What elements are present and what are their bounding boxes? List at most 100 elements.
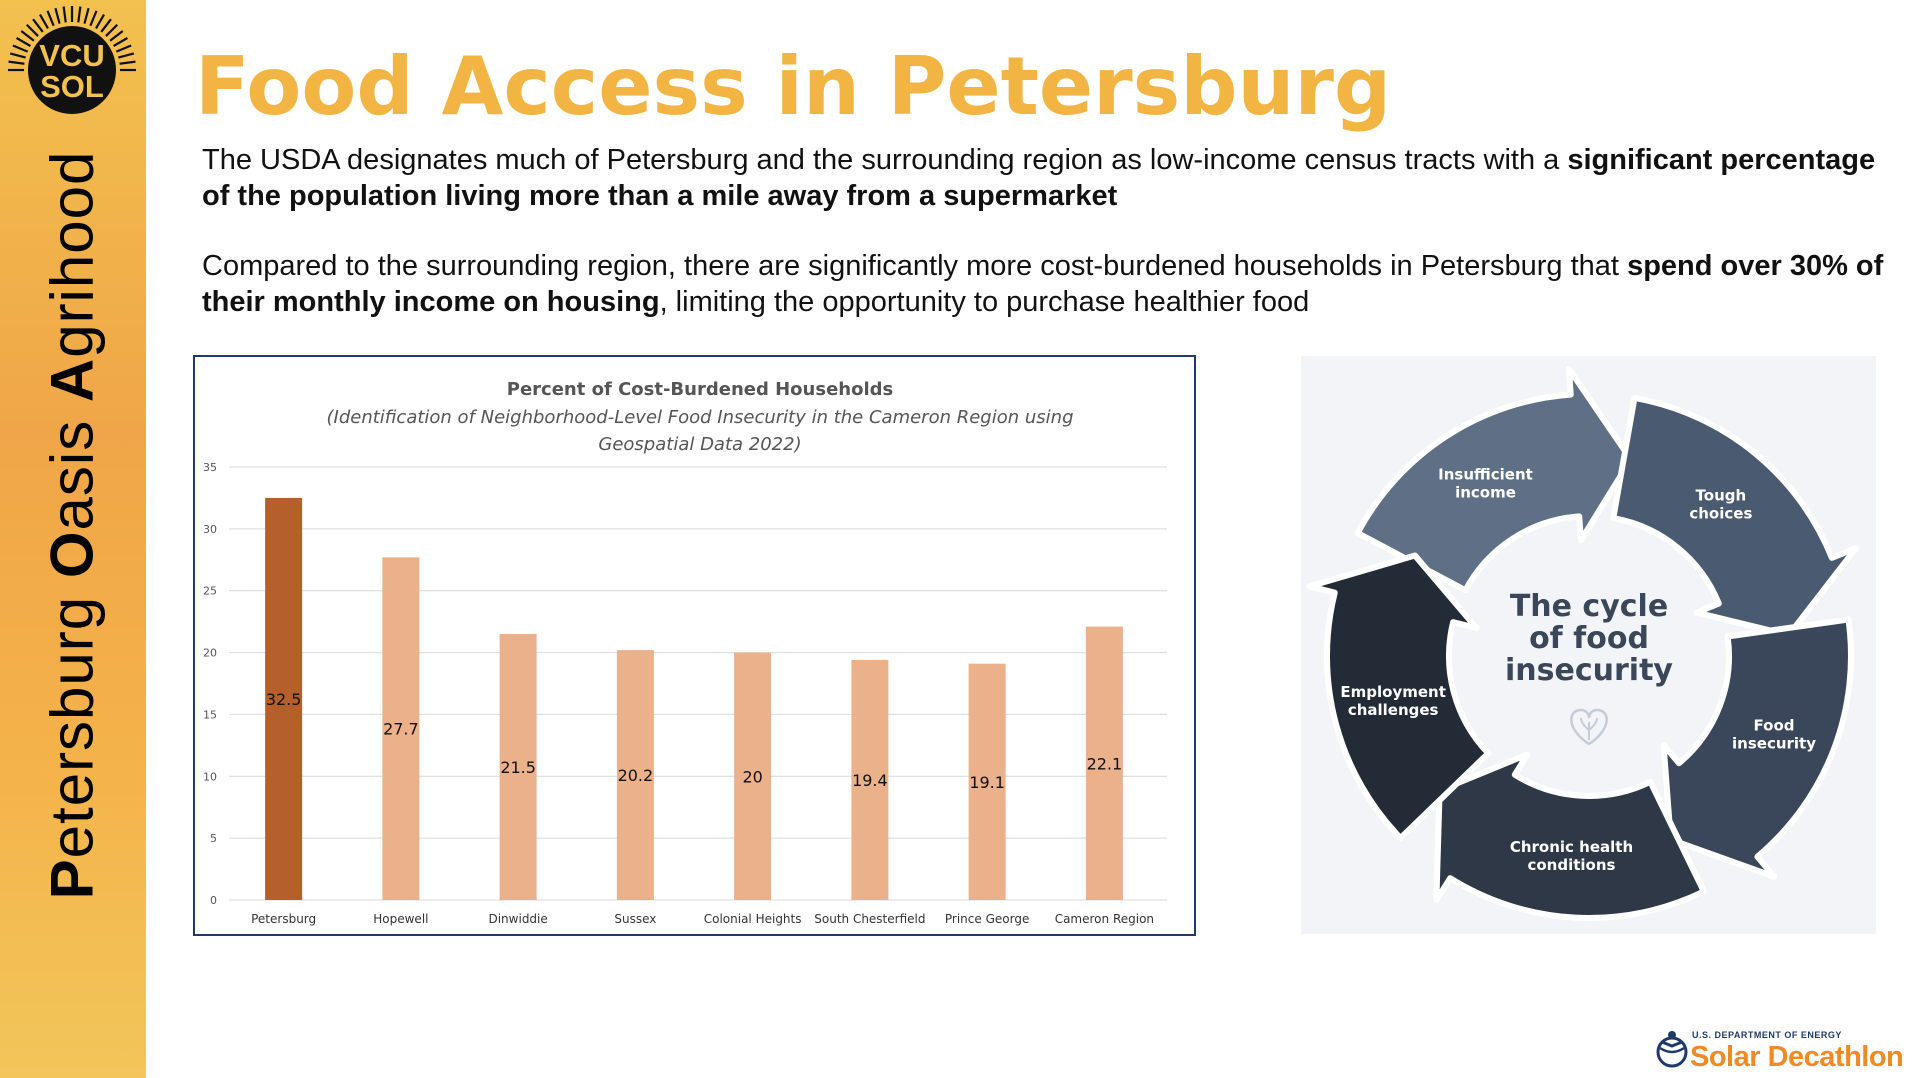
sun-ray	[77, 6, 82, 23]
heart-leaf-icon	[1570, 708, 1608, 746]
chart-value-label: 20	[742, 767, 762, 786]
bar-chart: Percent of Cost-Burdened Households (Ide…	[193, 355, 1196, 936]
sun-rays-icon	[8, 6, 136, 72]
chart-bar	[734, 652, 772, 900]
chart-x-tick-label: Petersburg	[251, 912, 316, 926]
cycle-step-label-line-1: Chronic health	[1510, 838, 1633, 856]
chart-y-tick-label: 30	[203, 523, 217, 536]
cycle-arrow	[1306, 552, 1492, 841]
sun-ray	[62, 6, 67, 23]
sun-ray	[89, 10, 98, 27]
sun-ray	[54, 7, 61, 24]
chart-subtitle-line-1: (Identification of Neighborhood-Level Fo…	[327, 407, 1074, 428]
cycle-step-label-line-2: income	[1455, 484, 1516, 502]
chart-y-tick-label: 15	[203, 708, 217, 721]
sidebar-title-part-3: Agrihood	[38, 150, 106, 403]
cycle-step-label-line-1: Food	[1754, 717, 1795, 735]
sun-ray	[9, 52, 26, 59]
sun-ray	[8, 60, 25, 65]
chart-bar	[1085, 626, 1123, 900]
cycle-center-title-line-2: of food	[1529, 621, 1649, 656]
chart-gridlines	[229, 466, 1167, 901]
cycle-arrow	[1610, 394, 1860, 638]
globe-figure-icon	[1656, 1031, 1688, 1068]
chart-bar	[499, 634, 537, 900]
cycle-step-label-line-2: conditions	[1527, 856, 1615, 874]
logo-vcu-text: VCU	[39, 38, 104, 73]
sidebar-title-part-2: Oasis	[38, 402, 106, 579]
cycle-arrow	[1354, 365, 1634, 594]
sun-ray	[20, 30, 35, 42]
sidebar-title: Petersburg Oasis Agrihood	[38, 151, 107, 900]
cycle-step-label-line-2: insecurity	[1732, 735, 1816, 753]
chart-value-labels: 32.5 27.7 21.5 20.2 20 19.4 19.1 22.1	[266, 690, 1122, 792]
cycle-step-label-line-1: Tough	[1696, 486, 1747, 504]
bar-chart-svg: Percent of Cost-Burdened Households (Ide…	[203, 379, 1167, 926]
chart-value-label: 27.7	[383, 720, 419, 739]
chart-x-tick-label: Hopewell	[373, 912, 428, 926]
cycle-center-title-line-1: The cycle	[1510, 589, 1668, 624]
sun-ray	[95, 14, 105, 29]
cycle-diagram: Insufficient income Tough choices Food insecu…	[1301, 356, 1876, 934]
chart-value-label: 19.1	[969, 773, 1005, 792]
chart-bar	[265, 497, 303, 900]
sd-department-label: U.S. DEPARTMENT OF ENERGY	[1692, 1030, 1842, 1040]
vcu-sol-logo: VCU SOL	[8, 6, 136, 114]
sun-ray	[25, 23, 39, 37]
paragraph-cost-burdened: Compared to the surrounding region, ther…	[202, 250, 1884, 318]
chart-x-tick-label: Colonial Heights	[704, 912, 802, 926]
cycle-arrow	[1433, 751, 1707, 921]
chart-y-tick-label: 25	[203, 585, 217, 598]
cycle-step-label-line-1: Insufficient	[1438, 466, 1533, 484]
chart-subtitle-line-2: Geospatial Data 2022)	[598, 434, 801, 455]
chart-y-tick-label: 20	[203, 647, 217, 660]
chart-value-label: 22.1	[1087, 754, 1123, 773]
chart-bar	[616, 650, 654, 900]
cycle-center-title-line-3: insecurity	[1505, 653, 1673, 688]
sun-ray	[113, 37, 128, 47]
chart-y-tick-label: 0	[210, 894, 217, 907]
chart-value-label: 19.4	[852, 771, 888, 790]
cycle-arrows	[1306, 365, 1860, 921]
chart-x-tick-label: Sussex	[614, 912, 656, 926]
cycle-step-label-line-2: choices	[1689, 504, 1752, 522]
sd-title: Solar Decathlon	[1690, 1041, 1904, 1073]
chart-x-tick-label: Dinwiddie	[488, 912, 547, 926]
chart-value-label: 20.2	[618, 766, 654, 785]
chart-y-tick-label: 10	[203, 770, 217, 783]
sun-ray	[119, 60, 136, 65]
sun-ray	[100, 18, 112, 33]
chart-x-tick-label: Cameron Region	[1055, 912, 1154, 926]
chart-bars	[265, 497, 1123, 900]
paragraph-usda: The USDA designates much of Petersburg a…	[202, 144, 1876, 212]
sun-ray	[16, 37, 31, 47]
chart-bar	[968, 663, 1006, 900]
sidebar-title-part-1: Petersburg	[38, 578, 106, 900]
sidebar: VCU SOL Petersburg Oasis Agrihood	[0, 0, 146, 1078]
sun-ray	[118, 52, 135, 59]
chart-bar	[851, 659, 889, 900]
sun-ray	[115, 44, 132, 53]
cycle-step-label-line-1: Employment	[1340, 683, 1446, 701]
chart-value-label: 21.5	[500, 758, 536, 777]
cycle-arrow	[1660, 616, 1854, 880]
chart-y-tick-label: 35	[203, 461, 217, 474]
sun-ray	[109, 30, 124, 42]
chart-x-tick-label: Prince George	[945, 912, 1029, 926]
chart-bar	[382, 557, 420, 900]
chart-y-tick-label: 5	[210, 832, 217, 845]
logo-sol-text: SOL	[40, 69, 104, 104]
sun-ray	[12, 44, 29, 53]
chart-x-tick-labels: Petersburg Hopewell Dinwiddie Sussex Colonia…	[251, 912, 1154, 926]
sun-ray	[46, 10, 55, 27]
chart-y-tick-labels: 0 5 10 15 20 25 30 35	[203, 461, 217, 907]
chart-title: Percent of Cost-Burdened Households	[507, 379, 893, 400]
sun-ray	[32, 18, 44, 33]
sun-ray	[39, 14, 49, 29]
chart-x-tick-label: South Chesterfield	[814, 912, 925, 926]
cycle-step-label-line-2: challenges	[1348, 701, 1439, 719]
page-title: Food Access in Petersburg	[195, 40, 1392, 133]
sun-ray	[83, 7, 90, 24]
